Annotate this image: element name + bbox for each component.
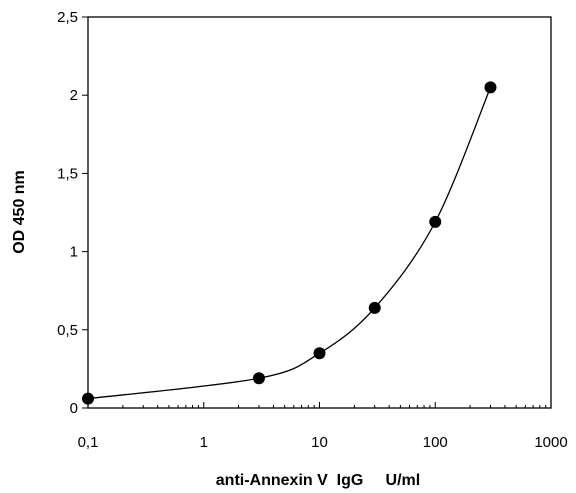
y-axis-ticks: [82, 16, 88, 409]
x-tick-label: 1: [200, 434, 208, 451]
data-point: [313, 347, 326, 360]
y-tick-label: 0: [70, 400, 78, 417]
data-point: [484, 81, 497, 94]
x-axis-tick-labels: 0,1 1 10 100 1000: [78, 434, 568, 451]
series-points: [82, 81, 497, 405]
x-axis-ticks: [87, 402, 552, 408]
y-tick-label: 0,5: [57, 322, 78, 339]
x-tick-label: 0,1: [78, 434, 99, 451]
y-tick-label: 1,5: [57, 165, 78, 182]
y-tick-label: 1: [70, 244, 78, 261]
y-tick-label: 2: [70, 87, 78, 104]
x-axis-title: anti-Annexin V IgG U/ml: [216, 472, 420, 489]
x-tick-label: 100: [423, 434, 448, 451]
data-point: [82, 392, 94, 405]
y-axis-tick-labels: 0 0,5 1 1,5 2 2,5: [57, 9, 78, 417]
x-tick-label: 1000: [534, 434, 567, 451]
y-axis-title: OD 450 nm: [11, 170, 28, 254]
data-point: [368, 301, 381, 314]
x-tick-label: 10: [311, 434, 328, 451]
y-tick-label: 2,5: [57, 9, 78, 26]
data-point: [429, 215, 442, 228]
series-curve: [87, 87, 492, 400]
data-point: [252, 372, 265, 385]
